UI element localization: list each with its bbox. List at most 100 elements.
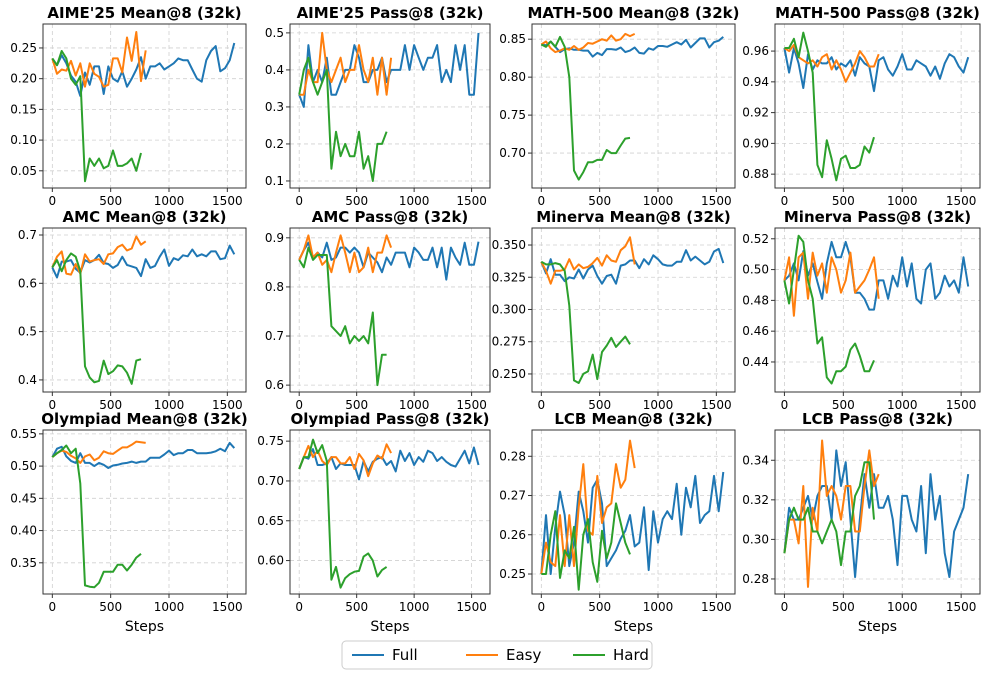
series-line-full: [783, 449, 970, 578]
y-tick-label: 0.275: [492, 335, 526, 349]
subplot-title: LCB Mean@8 (32k): [554, 410, 712, 428]
y-tick-label: 0.75: [257, 434, 284, 448]
y-tick-label: 0.70: [499, 146, 526, 160]
x-tick-label: 500: [99, 194, 122, 208]
series-line-hard: [540, 260, 631, 384]
y-tick-label: 0.70: [257, 474, 284, 488]
x-tick-label: 0: [781, 194, 789, 208]
x-tick-label: 1000: [399, 398, 430, 412]
y-tick-label: 0.34: [742, 453, 769, 467]
x-tick-label: 1000: [643, 600, 674, 614]
axes-frame: [531, 429, 736, 595]
x-tick-label: 1500: [946, 398, 977, 412]
x-tick-label: 500: [588, 600, 611, 614]
series-line-easy: [783, 251, 880, 317]
series-line-hard: [298, 438, 388, 589]
y-tick-label: 0.45: [10, 491, 37, 505]
series-line-hard: [51, 252, 142, 385]
y-tick-label: 0.50: [10, 459, 37, 473]
y-tick-label: 0.30: [742, 532, 769, 546]
y-tick-label: 0.6: [18, 276, 37, 290]
subplot-2: 0 500 1000 1500 0.1 0.2 0.3 0.4 0.5 AIME'25 Pass@…: [265, 4, 491, 208]
subplot-title: LCB Pass@8 (32k): [802, 410, 953, 428]
x-tick-label: 0: [295, 398, 303, 412]
x-tick-label: 500: [99, 398, 122, 412]
subplot-10: 0 500 1000 1500 0.60 0.65 0.70 0.75 Olympiad Pas…: [257, 410, 491, 635]
y-tick-label: 0.250: [492, 367, 526, 381]
series-line-easy: [783, 439, 880, 588]
series-line-hard: [784, 31, 875, 182]
series-line-hard: [541, 502, 631, 591]
y-tick-label: 0.28: [742, 572, 769, 586]
y-tick-label: 0.20: [10, 72, 37, 86]
series-line-hard: [783, 234, 875, 385]
y-tick-label: 0.4: [265, 63, 284, 77]
x-tick-label: 0: [295, 194, 303, 208]
series-line-hard: [51, 50, 142, 183]
x-axis-label: Steps: [614, 619, 653, 635]
x-tick-label: 1000: [154, 398, 185, 412]
y-tick-label: 0.80: [499, 70, 526, 84]
y-tick-label: 0.35: [10, 556, 37, 570]
series-line-easy: [51, 235, 147, 276]
subplot-title: Olympiad Mean@8 (32k): [41, 410, 247, 428]
subplot-5: 0 500 1000 1500 0.4 0.5 0.6 0.7 AMC Mean@8 (32k): [18, 208, 247, 412]
series-line-hard: [298, 246, 387, 387]
y-tick-label: 0.28: [499, 449, 526, 463]
axes-frame: [289, 23, 491, 189]
y-tick-label: 0.55: [10, 427, 37, 441]
x-tick-label: 1000: [154, 194, 185, 208]
subplot-title: Minerva Mean@8 (32k): [536, 208, 731, 226]
y-tick-label: 0.9: [265, 231, 284, 245]
series-line-full: [540, 471, 725, 575]
x-tick-label: 0: [538, 398, 546, 412]
axes-frame: [42, 227, 247, 393]
x-tick-label: 500: [832, 600, 855, 614]
subplot-4: 0 500 1000 1500 0.88 0.90 0.92 0.94 0.96 MATH-500…: [742, 4, 981, 208]
x-tick-label: 0: [49, 600, 57, 614]
x-tick-label: 500: [588, 398, 611, 412]
x-tick-label: 0: [538, 194, 546, 208]
series-line-hard: [540, 35, 631, 181]
x-tick-label: 1000: [887, 600, 918, 614]
x-tick-label: 0: [49, 398, 57, 412]
series-line-full: [783, 240, 970, 311]
y-tick-label: 0.1: [265, 174, 284, 188]
axes-frame: [774, 227, 981, 393]
axes-frame: [289, 227, 491, 393]
y-tick-label: 0.94: [742, 75, 769, 89]
x-tick-label: 500: [345, 398, 368, 412]
series-line-full: [541, 36, 724, 58]
y-tick-label: 0.52: [742, 232, 769, 246]
x-tick-label: 500: [99, 600, 122, 614]
y-tick-label: 0.60: [257, 554, 284, 568]
x-tick-label: 1500: [701, 600, 732, 614]
series-line-easy: [298, 443, 392, 478]
series-line-easy: [540, 236, 636, 285]
subplot-title: MATH-500 Mean@8 (32k): [527, 4, 739, 22]
y-tick-label: 0.5: [18, 325, 37, 339]
legend-label-hard: Hard: [613, 646, 649, 664]
subplot-title: Olympiad Pass@8 (32k): [290, 410, 489, 428]
subplot-7: 0 500 1000 1500 0.250 0.275 0.300 0.325 0.350 Min…: [492, 208, 736, 412]
y-tick-label: 0.40: [10, 524, 37, 538]
subplot-title: AMC Pass@8 (32k): [312, 208, 469, 226]
x-axis-label: Steps: [125, 619, 164, 635]
y-tick-label: 0.3: [265, 100, 284, 114]
x-tick-label: 1500: [456, 194, 487, 208]
x-tick-label: 1500: [456, 600, 487, 614]
y-tick-label: 0.8: [265, 280, 284, 294]
y-tick-label: 0.25: [499, 567, 526, 581]
x-tick-label: 1500: [701, 398, 732, 412]
subplot-1: 0 500 1000 1500 0.05 0.10 0.15 0.20 0.25 AIME'25 …: [10, 4, 247, 208]
x-tick-label: 1500: [212, 398, 243, 412]
series-line-easy: [298, 234, 393, 274]
subplot-grid: 0 500 1000 15000.050.100.150.200.25AIME'25 …: [10, 4, 981, 635]
y-tick-label: 0.85: [499, 32, 526, 46]
legend-label-full: Full: [392, 646, 418, 664]
y-tick-label: 0.350: [492, 238, 526, 252]
y-tick-label: 0.92: [742, 106, 769, 120]
series-line-easy: [540, 439, 636, 575]
y-tick-label: 0.27: [499, 489, 526, 503]
